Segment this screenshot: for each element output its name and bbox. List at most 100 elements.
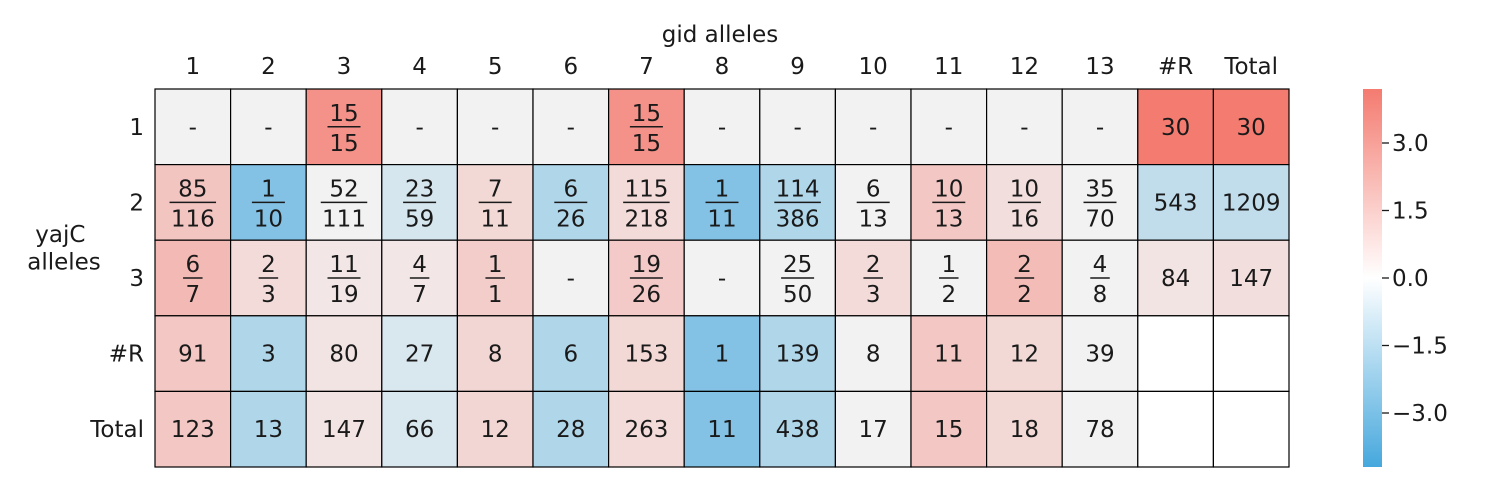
- cell-r5-c15: [1212, 390, 1290, 468]
- cell-numerator: 6: [866, 176, 881, 202]
- y-axis-label-line-1: yajC: [35, 222, 85, 248]
- cell-r4-c2: 3: [230, 315, 307, 392]
- cell-value: -: [793, 115, 801, 141]
- cell-value: 17: [859, 417, 888, 443]
- cell-r3-c6: -: [532, 239, 610, 317]
- cell-value: -: [567, 115, 575, 141]
- cell-rect: [230, 390, 307, 468]
- cell-rect: [230, 315, 307, 392]
- cell-r4-c1: 91: [154, 315, 232, 392]
- cell-denominator: 10: [254, 206, 283, 232]
- cell-denominator: 13: [934, 206, 963, 232]
- cell-rect: [1137, 315, 1215, 392]
- cell-rect: [985, 390, 1063, 468]
- y-tick-label: 2: [129, 190, 144, 216]
- cell-value: -: [567, 266, 575, 292]
- x-tick-label: 1: [185, 54, 200, 80]
- cell-numerator: 2: [1017, 252, 1032, 278]
- cell-denominator: 11: [481, 206, 510, 232]
- cell-r4-c12: 12: [985, 315, 1063, 392]
- y-tick-label: Total: [89, 417, 144, 443]
- cell-r2-c10: 613: [834, 164, 912, 241]
- cell-numerator: 2: [866, 252, 881, 278]
- cell-r1-c2: -: [230, 88, 307, 166]
- x-tick-label: 3: [337, 54, 352, 80]
- cell-r4-c3: 80: [305, 315, 383, 392]
- x-tick-label: 8: [715, 54, 730, 80]
- colorbar: 3.0 1.5 0.0 −1.5 −3.0: [1363, 89, 1448, 467]
- cell-rect: [834, 315, 912, 392]
- cell-numerator: 1: [941, 252, 956, 278]
- cell-r5-c6: 28: [532, 390, 610, 468]
- cell-r5-c14: [1137, 390, 1215, 468]
- cell-r2-c2: 110: [230, 164, 307, 241]
- cell-rect: [985, 88, 1063, 166]
- cell-r1-c8: -: [683, 88, 761, 166]
- cell-value: -: [1096, 115, 1104, 141]
- cell-denominator: 70: [1085, 206, 1114, 232]
- cell-rect: [683, 390, 761, 468]
- x-tick-labels: 1 2 3 4 5 6 7 8 9 10 11 12 13 #R Total: [185, 54, 1278, 80]
- cell-denominator: 50: [783, 282, 812, 308]
- cell-value: 1: [715, 342, 730, 368]
- cell-numerator: 1: [715, 176, 730, 202]
- cell-numerator: 1: [261, 176, 276, 202]
- cell-r5-c4: 66: [381, 390, 458, 468]
- cell-r2-c6: 626: [532, 164, 610, 241]
- cell-r1-c4: -: [381, 88, 458, 166]
- cell-rect: [1212, 315, 1290, 392]
- cell-value: -: [491, 115, 499, 141]
- cell-numerator: 11: [329, 252, 358, 278]
- cell-r2-c8: 111: [683, 164, 761, 241]
- cell-value: 27: [405, 342, 434, 368]
- cell-denominator: 3: [261, 282, 276, 308]
- cell-numerator: 10: [1010, 176, 1039, 202]
- cell-value: 12: [1010, 342, 1039, 368]
- cell-denominator: 7: [185, 282, 200, 308]
- colorbar-gradient: [1363, 89, 1382, 467]
- cell-value: -: [189, 115, 197, 141]
- cell-r1-c14: 30: [1137, 88, 1215, 166]
- cell-r3-c5: 11: [456, 239, 534, 317]
- cell-denominator: 11: [707, 206, 736, 232]
- x-tick-label: 9: [790, 54, 805, 80]
- x-axis-label: gid alleles: [662, 22, 778, 48]
- colorbar-tick-label: −3.0: [1392, 401, 1448, 427]
- cell-r1-c12: -: [985, 88, 1063, 166]
- cell-r3-c10: 23: [834, 239, 912, 317]
- colorbar-tick-label: 0.0: [1392, 266, 1429, 292]
- cell-rect: [683, 315, 761, 392]
- cell-denominator: 16: [1010, 206, 1039, 232]
- x-tick-label: 6: [563, 54, 578, 80]
- cell-rect: [759, 164, 836, 241]
- cell-denominator: 19: [329, 282, 358, 308]
- cell-rect: [1061, 315, 1139, 392]
- cell-r5-c3: 147: [305, 390, 383, 468]
- cell-r5-c9: 438: [759, 390, 836, 468]
- y-axis-label: yajC alleles: [27, 222, 101, 276]
- cell-r1-c15: 30: [1212, 88, 1290, 166]
- cell-rect: [1137, 239, 1215, 317]
- cell-rect: [1212, 88, 1290, 166]
- cell-denominator: 1: [488, 282, 503, 308]
- cell-denominator: 15: [632, 131, 661, 157]
- cell-r2-c14: 543: [1137, 164, 1215, 241]
- cell-rect: [230, 88, 307, 166]
- cell-value: 84: [1161, 266, 1190, 292]
- x-tick-label: 2: [261, 54, 276, 80]
- cell-value: 11: [707, 417, 736, 443]
- cell-value: -: [264, 115, 272, 141]
- cell-value: 438: [776, 417, 820, 443]
- x-tick-label: #R: [1158, 54, 1193, 80]
- cell-value: 147: [1229, 266, 1273, 292]
- cell-r3-c4: 47: [381, 239, 458, 317]
- cell-r4-c8: 1: [683, 315, 761, 392]
- cell-denominator: 59: [405, 206, 434, 232]
- cell-rect: [834, 390, 912, 468]
- x-tick-label: 11: [934, 54, 963, 80]
- cell-value: 3: [261, 342, 276, 368]
